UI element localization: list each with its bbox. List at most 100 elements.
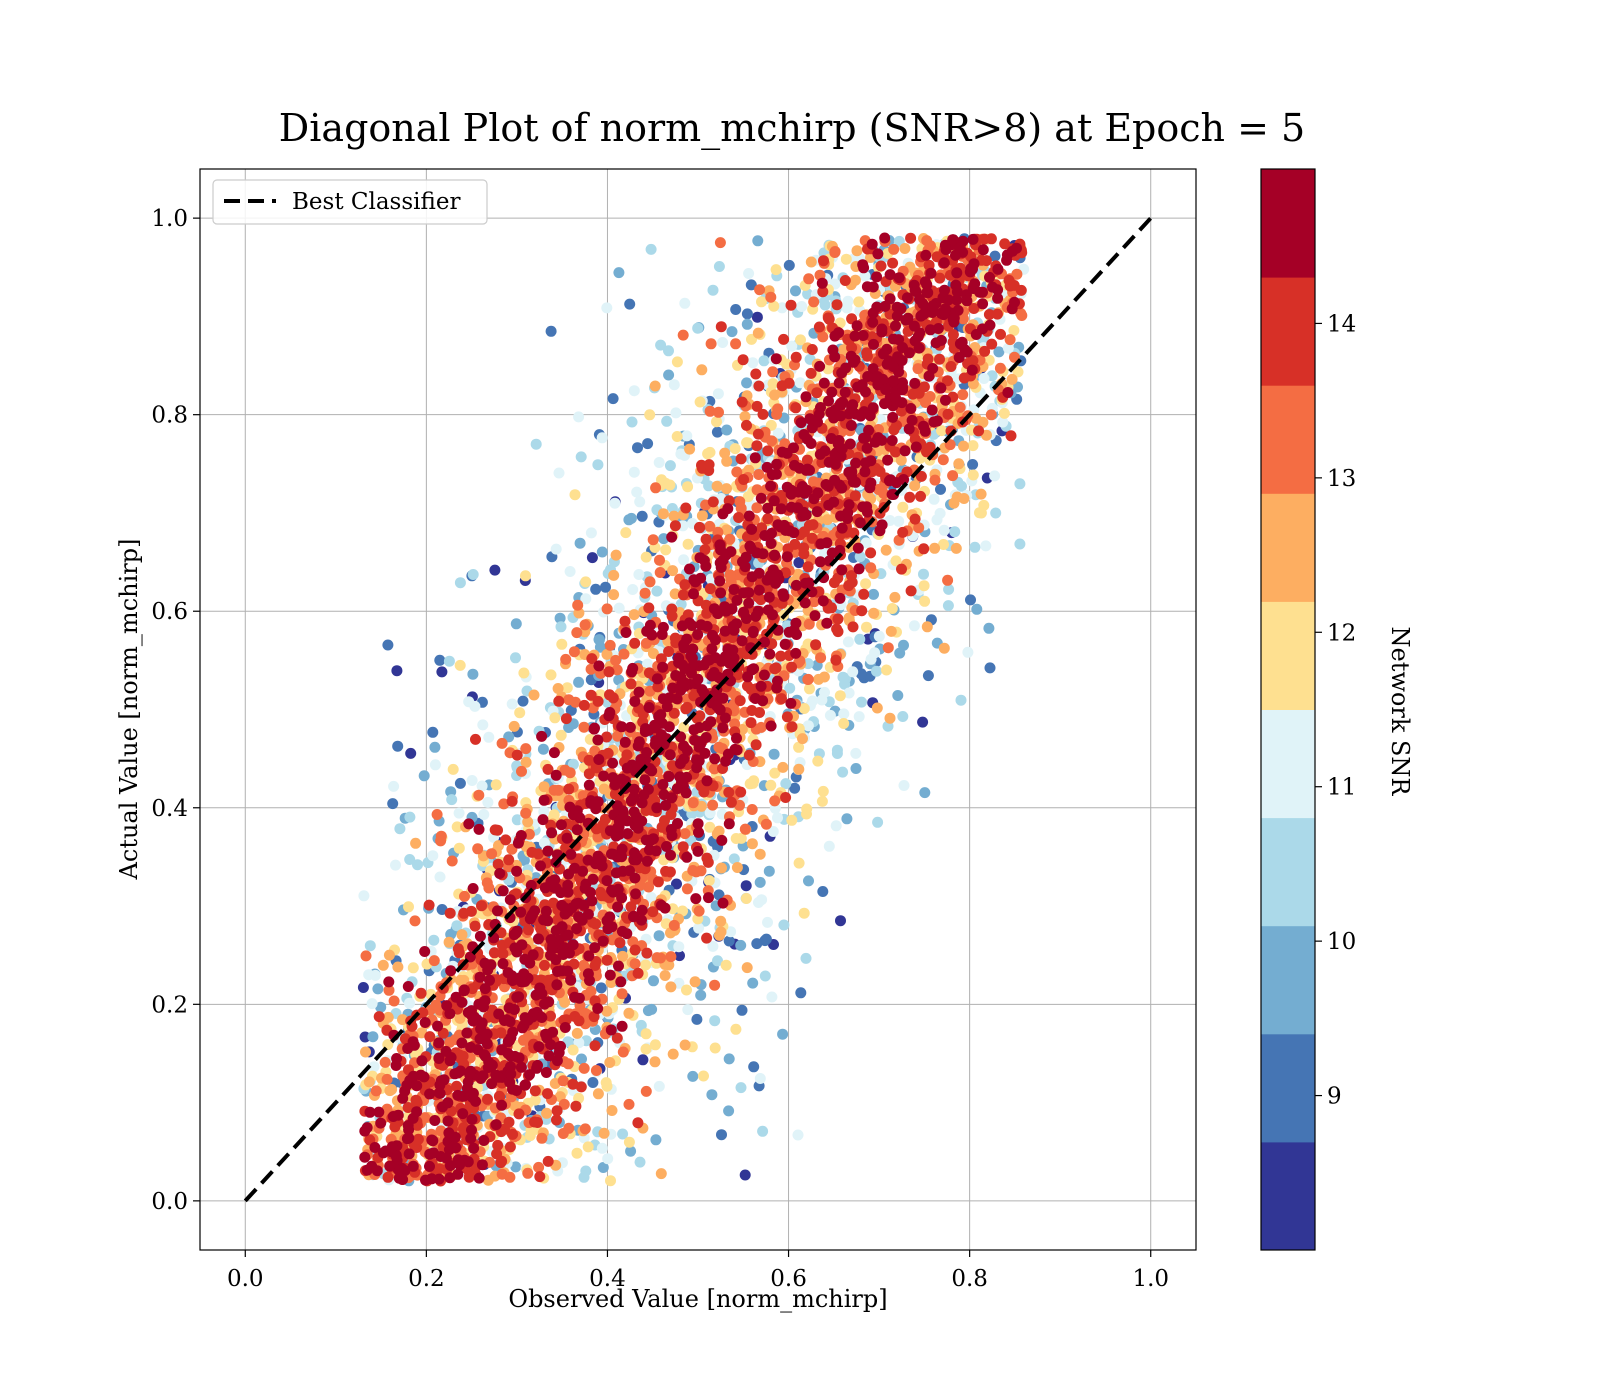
scatter-point [872, 248, 884, 260]
scatter-point [632, 967, 644, 979]
scatter-point [669, 588, 681, 600]
scatter-point [947, 470, 959, 482]
scatter-point [745, 717, 757, 729]
scatter-point [565, 704, 577, 716]
scatter-point [802, 673, 814, 685]
scatter-point [517, 695, 529, 707]
scatter-point [860, 537, 872, 549]
scatter-point [739, 823, 751, 835]
scatter-point [483, 882, 495, 894]
scatter-point [529, 1085, 541, 1097]
scatter-point [613, 674, 625, 686]
scatter-point [696, 510, 708, 522]
scatter-point [625, 678, 637, 690]
scatter-points [357, 232, 1030, 1187]
scatter-point [540, 1067, 552, 1078]
scatter-point [763, 865, 775, 877]
scatter-point [644, 576, 656, 588]
scatter-point [693, 826, 704, 838]
scatter-point [655, 339, 667, 351]
scatter-point [510, 1161, 522, 1173]
scatter-point [578, 1171, 590, 1183]
scatter-point [589, 745, 601, 757]
scatter-point [624, 298, 636, 310]
scatter-point [887, 257, 899, 269]
scatter-point [856, 605, 868, 617]
scatter-point [990, 507, 1002, 519]
scatter-point [545, 325, 557, 337]
scatter-point [716, 834, 728, 846]
scatter-point [850, 457, 862, 469]
scatter-point [429, 759, 441, 771]
scatter-point [625, 1145, 637, 1157]
scatter-point [370, 1085, 382, 1097]
scatter-point [743, 268, 755, 279]
scatter-point [998, 407, 1010, 419]
scatter-point [769, 663, 781, 675]
scatter-point [628, 609, 640, 621]
scatter-point [834, 544, 846, 556]
scatter-point [621, 749, 633, 761]
scatter-point [434, 871, 446, 883]
scatter-point [705, 338, 717, 350]
scatter-point [618, 648, 630, 660]
scatter-point [693, 905, 705, 917]
scatter-point [684, 443, 696, 455]
scatter-point [918, 543, 930, 555]
scatter-point [478, 809, 490, 820]
scatter-point [713, 825, 725, 837]
scatter-point [550, 543, 562, 555]
scatter-point [733, 512, 745, 523]
scatter-point [831, 623, 843, 635]
scatter-point [474, 930, 486, 942]
scatter-point [653, 930, 665, 942]
scatter-point [405, 747, 417, 759]
scatter-point [652, 681, 664, 693]
scatter-point [703, 459, 715, 471]
scatter-point [590, 918, 602, 930]
scatter-point [649, 1039, 661, 1051]
scatter-point [629, 696, 641, 707]
scatter-point [545, 1010, 556, 1022]
scatter-point [644, 409, 656, 421]
scatter-point [717, 337, 729, 348]
scatter-point [969, 541, 981, 553]
scatter-point [734, 695, 746, 707]
scatter-point [730, 1023, 742, 1035]
scatter-point [580, 576, 592, 588]
scatter-point [823, 456, 835, 468]
scatter-point [873, 424, 884, 435]
chart-title: Diagonal Plot of norm_mchirp (SNR>8) at … [279, 106, 1305, 151]
scatter-point [359, 1125, 371, 1137]
scatter-point [473, 789, 485, 801]
scatter-point [756, 894, 768, 906]
scatter-point [929, 474, 941, 486]
scatter-point [805, 438, 817, 449]
scatter-point [830, 654, 842, 666]
scatter-point [759, 636, 770, 648]
scatter-point [867, 402, 879, 414]
scatter-point [596, 1142, 608, 1154]
scatter-point [583, 754, 595, 766]
scatter-point [504, 1141, 516, 1153]
scatter-point [681, 984, 692, 996]
scatter-point [766, 991, 778, 1003]
scatter-point [527, 949, 539, 961]
scatter-point [366, 998, 378, 1010]
scatter-point [640, 1028, 652, 1040]
scatter-point [649, 1056, 661, 1068]
scatter-point [557, 1075, 569, 1087]
scatter-point [387, 798, 399, 810]
scatter-point [598, 1127, 610, 1139]
scatter-point [793, 763, 805, 775]
scatter-point [373, 1011, 385, 1023]
scatter-point [530, 438, 542, 450]
scatter-point [1006, 373, 1018, 385]
scatter-point [995, 328, 1006, 340]
scatter-point [1004, 280, 1016, 292]
scatter-point [542, 1155, 554, 1167]
scatter-point [894, 647, 906, 659]
scatter-point [503, 1116, 515, 1128]
scatter-point [671, 356, 683, 368]
